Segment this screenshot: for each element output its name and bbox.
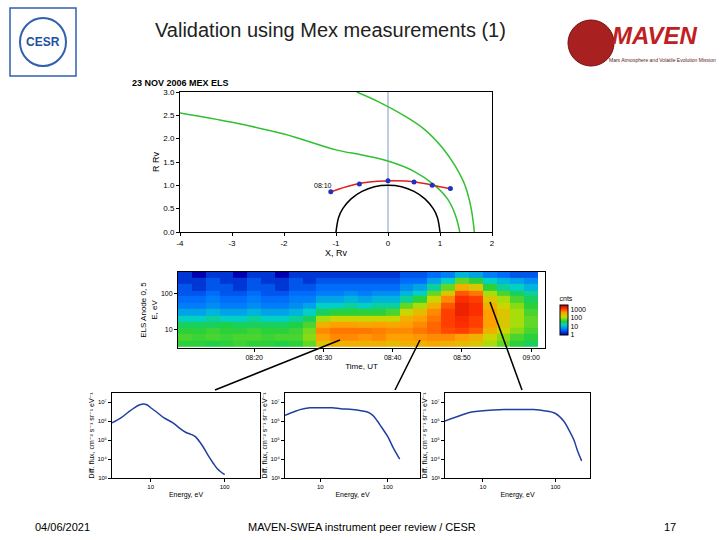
svg-text:ELS Anode 0, 5E, eV: ELS Anode 0, 5E, eV bbox=[139, 282, 158, 338]
svg-text:cnts: cnts bbox=[560, 295, 573, 302]
svg-text:08:30: 08:30 bbox=[315, 354, 333, 361]
svg-text:10⁷: 10⁷ bbox=[98, 399, 107, 405]
svg-text:Energy, eV: Energy, eV bbox=[169, 491, 203, 499]
svg-text:08:40: 08:40 bbox=[384, 354, 402, 361]
svg-text:-1: -1 bbox=[332, 239, 340, 248]
svg-text:Diff. flux, cm⁻² s⁻¹ sr⁻¹ eV⁻¹: Diff. flux, cm⁻² s⁻¹ sr⁻¹ eV⁻¹ bbox=[421, 392, 428, 479]
svg-text:10⁵: 10⁵ bbox=[271, 437, 281, 443]
svg-text:1: 1 bbox=[438, 239, 443, 248]
svg-text:Validation using Mex measureme: Validation using Mex measurements (1) bbox=[155, 19, 506, 41]
svg-text:X, Rv: X, Rv bbox=[325, 248, 348, 258]
svg-text:Energy, eV: Energy, eV bbox=[500, 491, 534, 499]
svg-text:CESR: CESR bbox=[26, 35, 60, 49]
svg-text:-3: -3 bbox=[228, 239, 236, 248]
svg-text:23 NOV 2006 MEX ELS: 23 NOV 2006 MEX ELS bbox=[132, 78, 229, 88]
svg-text:R Rv: R Rv bbox=[151, 152, 161, 172]
svg-text:10: 10 bbox=[480, 484, 487, 490]
svg-text:10: 10 bbox=[147, 484, 154, 490]
svg-text:Diff. flux, cm⁻² s⁻¹ sr⁻¹ eV⁻¹: Diff. flux, cm⁻² s⁻¹ sr⁻¹ eV⁻¹ bbox=[88, 392, 95, 479]
svg-text:08:20: 08:20 bbox=[245, 354, 263, 361]
svg-text:-2: -2 bbox=[280, 239, 288, 248]
svg-text:-4: -4 bbox=[176, 239, 184, 248]
svg-text:Mars Atmosphere and Volatile E: Mars Atmosphere and Volatile Evolution M… bbox=[609, 57, 716, 63]
svg-text:10³: 10³ bbox=[98, 475, 107, 481]
svg-text:08:10: 08:10 bbox=[314, 182, 332, 189]
svg-text:Energy, eV: Energy, eV bbox=[335, 491, 369, 499]
svg-text:10: 10 bbox=[165, 326, 173, 333]
svg-text:2.5: 2.5 bbox=[163, 111, 175, 120]
svg-text:10: 10 bbox=[570, 323, 578, 330]
svg-text:09:00: 09:00 bbox=[522, 354, 540, 361]
svg-text:10⁶: 10⁶ bbox=[98, 418, 108, 424]
svg-text:100: 100 bbox=[550, 484, 561, 490]
svg-text:04/06/2021: 04/06/2021 bbox=[35, 521, 90, 533]
svg-text:MAVEN-SWEA instrument peer rev: MAVEN-SWEA instrument peer review / CESR bbox=[248, 521, 476, 533]
svg-text:10⁶: 10⁶ bbox=[431, 418, 441, 424]
svg-text:100: 100 bbox=[570, 314, 582, 321]
svg-text:3.0: 3.0 bbox=[163, 88, 175, 97]
svg-text:10⁴: 10⁴ bbox=[271, 456, 281, 462]
svg-text:10: 10 bbox=[317, 484, 324, 490]
svg-text:100: 100 bbox=[383, 484, 394, 490]
svg-text:1.5: 1.5 bbox=[163, 158, 175, 167]
svg-text:10⁴: 10⁴ bbox=[431, 456, 441, 462]
svg-text:1: 1 bbox=[570, 331, 574, 338]
svg-text:08:50: 08:50 bbox=[453, 354, 471, 361]
svg-text:Time, UT: Time, UT bbox=[345, 362, 378, 371]
svg-text:10⁵: 10⁵ bbox=[431, 437, 441, 443]
svg-text:100: 100 bbox=[161, 290, 173, 297]
svg-text:10³: 10³ bbox=[431, 475, 440, 481]
svg-text:1.0: 1.0 bbox=[163, 181, 175, 190]
svg-text:2: 2 bbox=[490, 239, 495, 248]
svg-text:10⁴: 10⁴ bbox=[98, 456, 108, 462]
svg-text:10⁷: 10⁷ bbox=[271, 399, 280, 405]
svg-text:10⁷: 10⁷ bbox=[431, 399, 440, 405]
svg-text:17: 17 bbox=[664, 521, 676, 533]
svg-text:10⁵: 10⁵ bbox=[98, 437, 108, 443]
svg-text:0: 0 bbox=[386, 239, 391, 248]
svg-text:Diff. flux, cm⁻² s⁻¹ sr⁻¹ eV⁻¹: Diff. flux, cm⁻² s⁻¹ sr⁻¹ eV⁻¹ bbox=[261, 392, 268, 479]
svg-text:10⁶: 10⁶ bbox=[271, 418, 281, 424]
svg-text:MAVEN: MAVEN bbox=[612, 22, 698, 49]
svg-text:2.0: 2.0 bbox=[163, 134, 175, 143]
svg-text:0.0: 0.0 bbox=[163, 228, 175, 237]
svg-text:0.5: 0.5 bbox=[163, 204, 175, 213]
svg-text:10³: 10³ bbox=[271, 475, 280, 481]
svg-text:1000: 1000 bbox=[570, 306, 586, 313]
svg-text:100: 100 bbox=[220, 484, 231, 490]
